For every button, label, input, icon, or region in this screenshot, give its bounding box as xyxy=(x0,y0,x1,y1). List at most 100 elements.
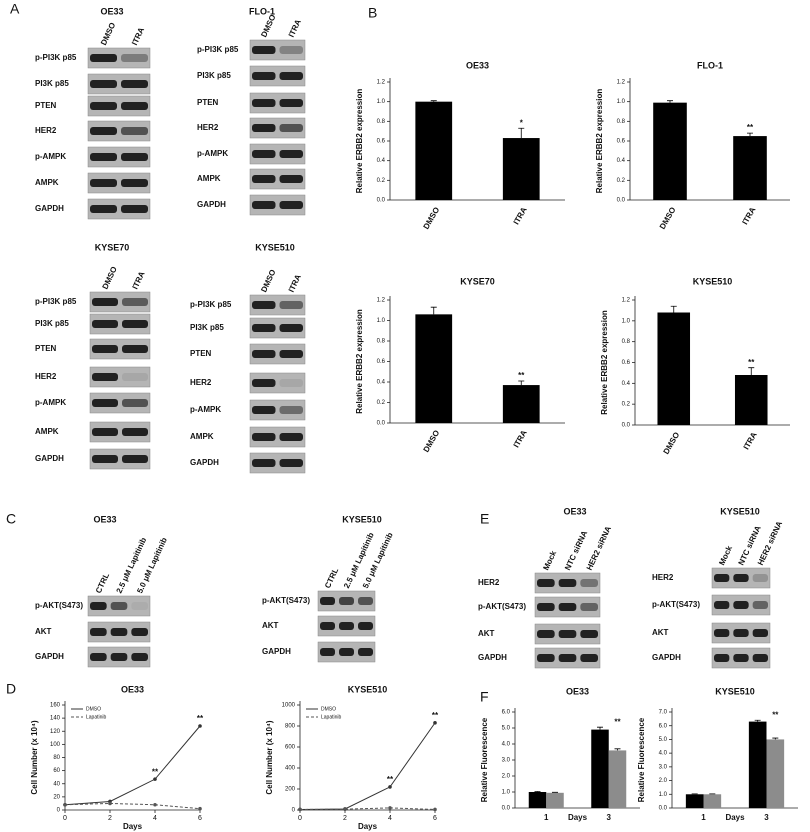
row-label: AKT xyxy=(478,629,495,638)
x-tick-label: 4 xyxy=(153,815,157,822)
x-tick-label: 6 xyxy=(433,815,437,822)
blot-band xyxy=(90,628,107,636)
blot-band xyxy=(279,72,303,80)
row-label: GAPDH xyxy=(35,204,64,213)
blot-band xyxy=(733,654,749,662)
blot-strip xyxy=(249,452,306,474)
panel-label: E xyxy=(480,511,489,527)
blot-band xyxy=(122,298,148,306)
annotation: * xyxy=(520,118,524,127)
row-label: PI3K p85 xyxy=(35,319,69,328)
blot-band xyxy=(92,428,118,436)
blot-band xyxy=(358,648,373,656)
y-axis-label: Relative ERBB2 expression xyxy=(355,89,364,194)
blot-strip xyxy=(87,172,151,194)
y-tick-label: 0.8 xyxy=(377,119,386,125)
y-tick-label: 2.0 xyxy=(659,778,668,784)
y-tick-label: 0.2 xyxy=(377,400,386,406)
blot-band xyxy=(320,648,335,656)
row-label: PTEN xyxy=(190,349,212,358)
blot-band xyxy=(122,345,148,353)
blot-band xyxy=(90,54,117,62)
blot-title: KYSE510 xyxy=(342,514,382,524)
blot-title: OE33 xyxy=(100,6,123,16)
blot-band xyxy=(252,406,276,414)
error-bar xyxy=(754,719,761,722)
x-tick-label: 0 xyxy=(63,815,67,822)
blot-band xyxy=(121,179,148,187)
annotation: ** xyxy=(197,714,204,723)
bar xyxy=(734,375,768,425)
blot-band xyxy=(252,459,276,467)
blot-band xyxy=(122,320,148,328)
lane-label: HER2 siRNA xyxy=(756,520,784,567)
lane-label: DMSO xyxy=(99,21,117,47)
y-tick-label: 2.0 xyxy=(502,774,511,780)
blot-band xyxy=(92,373,118,381)
lane-label: Mock xyxy=(541,549,558,572)
blot-band xyxy=(279,201,303,209)
row-label: p-AKT(S473) xyxy=(652,600,700,609)
series-marker xyxy=(433,721,437,725)
x-tick-label: 4 xyxy=(388,815,392,822)
blot-strip xyxy=(87,198,151,220)
blot-band xyxy=(279,99,303,107)
y-tick-label: 5.0 xyxy=(502,726,511,732)
blot-title: FLO-1 xyxy=(249,6,275,16)
y-tick-label: 0.0 xyxy=(502,806,511,812)
blot-band xyxy=(279,406,303,414)
series-marker xyxy=(433,807,437,812)
bar xyxy=(528,792,547,808)
blot-band xyxy=(733,629,749,637)
row-label: p-PI3K p85 xyxy=(190,300,232,309)
row-label: HER2 xyxy=(190,378,212,387)
row-label: GAPDH xyxy=(262,647,291,656)
blot-band xyxy=(252,46,276,54)
x-tick-label: ITRA xyxy=(742,430,759,451)
y-tick-label: 40 xyxy=(53,781,60,787)
row-label: PI3K p85 xyxy=(35,79,69,88)
annotation: ** xyxy=(772,710,779,719)
x-axis-label: Days xyxy=(568,813,588,822)
row-label: HER2 xyxy=(35,126,57,135)
blot-band xyxy=(252,150,276,158)
y-axis-label: Relative ERBB2 expression xyxy=(600,310,609,415)
y-tick-label: 1.0 xyxy=(502,790,511,796)
y-tick-label: 6.0 xyxy=(659,723,668,729)
row-label: GAPDH xyxy=(190,458,219,467)
bar xyxy=(502,138,540,200)
row-label: AKT xyxy=(652,628,669,637)
y-tick-label: 0.8 xyxy=(617,119,626,125)
bar xyxy=(748,721,767,808)
bar xyxy=(608,750,627,808)
y-axis-label: Relative Fluorescence xyxy=(637,717,646,802)
y-tick-label: 1000 xyxy=(282,703,296,709)
series-marker xyxy=(298,807,302,812)
row-label: HER2 xyxy=(478,578,500,587)
row-label: AMPK xyxy=(197,174,221,183)
blot-strip xyxy=(249,294,306,316)
blot-band xyxy=(733,601,749,609)
blot-band xyxy=(279,150,303,158)
bar xyxy=(653,102,687,200)
y-tick-label: 0.4 xyxy=(617,158,626,164)
panel-label: C xyxy=(6,511,16,527)
bar xyxy=(657,312,691,425)
blot-band xyxy=(733,574,749,582)
bar xyxy=(415,314,453,423)
error-bar xyxy=(748,367,755,375)
row-label: GAPDH xyxy=(35,652,64,661)
row-label: p-AKT(S473) xyxy=(478,602,526,611)
blot-strip xyxy=(249,92,306,114)
series-marker xyxy=(388,806,392,810)
chart-title: KYSE510 xyxy=(715,686,755,696)
blot-band xyxy=(92,455,118,463)
series-marker xyxy=(198,724,202,728)
blot-band xyxy=(580,603,598,611)
blot-band xyxy=(122,455,148,463)
blot-strip xyxy=(249,426,306,448)
panel-label: D xyxy=(6,681,16,697)
y-tick-label: 60 xyxy=(53,768,60,774)
row-label: p-AKT(S473) xyxy=(35,601,83,610)
blot-band xyxy=(121,102,148,110)
